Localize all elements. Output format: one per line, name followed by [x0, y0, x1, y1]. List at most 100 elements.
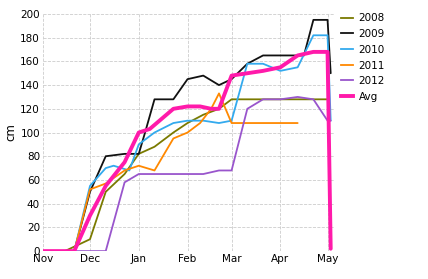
2009 [201, 74, 206, 77]
2009 [143, 131, 148, 134]
2012 [171, 172, 176, 176]
2010 [171, 121, 176, 125]
2011 [171, 137, 176, 140]
2009 [301, 54, 306, 57]
Avg [72, 249, 77, 253]
2010 [136, 143, 141, 146]
Avg [103, 184, 108, 187]
2011 [245, 121, 250, 125]
Avg [136, 131, 141, 134]
2008 [217, 107, 222, 110]
2010 [127, 169, 132, 172]
2010 [87, 184, 92, 187]
Legend: 2008, 2009, 2010, 2011, 2012, Avg: 2008, 2009, 2010, 2011, 2012, Avg [337, 9, 389, 106]
2008 [40, 249, 45, 253]
2010 [278, 69, 283, 73]
2008 [152, 145, 157, 148]
2011 [103, 182, 108, 185]
Avg [328, 247, 333, 251]
2010 [152, 131, 157, 134]
2012 [152, 172, 157, 176]
2009 [245, 62, 250, 65]
Avg [261, 69, 266, 73]
2011 [229, 121, 234, 125]
2011 [295, 121, 300, 125]
Avg [229, 74, 234, 77]
2011 [72, 249, 77, 253]
Avg [208, 107, 214, 110]
2010 [111, 164, 116, 167]
Line: 2008: 2008 [43, 99, 329, 251]
2008 [185, 121, 190, 125]
Line: 2011: 2011 [43, 93, 297, 251]
2010 [325, 33, 330, 37]
2012 [278, 98, 283, 101]
2012 [103, 249, 108, 253]
2012 [245, 107, 250, 110]
2010 [245, 62, 250, 65]
2009 [152, 98, 157, 101]
2009 [171, 98, 176, 101]
2008 [278, 98, 283, 101]
Avg [87, 214, 92, 217]
2009 [72, 249, 77, 253]
Avg [278, 66, 283, 69]
Avg [325, 50, 330, 54]
2008 [201, 113, 206, 116]
2012 [325, 119, 330, 122]
2009 [278, 54, 283, 57]
2009 [217, 83, 222, 87]
2009 [103, 155, 108, 158]
2010 [72, 249, 77, 253]
2009 [229, 78, 234, 81]
2008 [229, 98, 234, 101]
2012 [122, 181, 127, 184]
2008 [311, 98, 316, 101]
2010 [229, 119, 234, 122]
2010 [40, 249, 45, 253]
2008 [327, 98, 332, 101]
Avg [147, 127, 152, 131]
2008 [136, 152, 141, 156]
2008 [62, 249, 67, 253]
2011 [261, 121, 266, 125]
2011 [217, 92, 222, 95]
2009 [311, 18, 316, 21]
2012 [87, 249, 92, 253]
2011 [198, 121, 203, 125]
2011 [40, 249, 45, 253]
2010 [261, 62, 266, 65]
2008 [103, 190, 108, 194]
Avg [48, 249, 53, 253]
2011 [136, 164, 141, 167]
2012 [311, 98, 316, 101]
2009 [40, 249, 45, 253]
2008 [295, 98, 300, 101]
2009 [328, 71, 333, 75]
Avg [40, 249, 45, 253]
2008 [253, 98, 258, 101]
2009 [87, 190, 92, 194]
2009 [185, 78, 190, 81]
2011 [152, 169, 157, 172]
2011 [208, 107, 214, 110]
Line: 2009: 2009 [43, 20, 331, 251]
2012 [201, 172, 206, 176]
2009 [136, 152, 141, 156]
Avg [311, 50, 316, 54]
2011 [185, 131, 190, 134]
Avg [171, 107, 176, 110]
Line: Avg: Avg [43, 52, 331, 251]
2012 [185, 172, 190, 176]
Avg [217, 107, 222, 110]
2012 [72, 249, 77, 253]
2010 [311, 33, 316, 37]
2012 [217, 169, 222, 172]
2011 [122, 169, 127, 172]
2012 [328, 119, 333, 122]
2012 [136, 172, 141, 176]
2012 [40, 249, 45, 253]
2010 [103, 166, 108, 170]
Line: 2012: 2012 [43, 97, 331, 251]
2010 [201, 119, 206, 122]
